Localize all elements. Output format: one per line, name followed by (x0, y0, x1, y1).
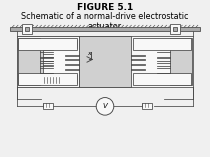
Bar (142, 103, 152, 109)
Text: x: x (87, 51, 91, 56)
Bar (173, 27, 177, 31)
Bar (79, 36, 131, 87)
Bar (133, 73, 191, 85)
Bar (43, 103, 53, 109)
Text: Schematic of a normal-drive electrostatic
actuator.: Schematic of a normal-drive electrostati… (21, 12, 189, 31)
Bar (133, 38, 191, 50)
Bar (19, 40, 77, 48)
Bar (22, 24, 32, 34)
Text: V: V (103, 103, 107, 109)
Bar (18, 73, 77, 85)
Bar (10, 27, 200, 31)
Text: FIGURE 5.1: FIGURE 5.1 (77, 3, 133, 12)
Bar (17, 36, 79, 87)
Bar (19, 75, 77, 83)
Circle shape (96, 97, 114, 115)
Bar (19, 40, 43, 83)
Bar (18, 38, 77, 50)
Bar (171, 38, 192, 85)
Bar (25, 27, 29, 31)
Bar (171, 24, 180, 34)
Bar (18, 38, 39, 85)
Bar (17, 36, 193, 87)
